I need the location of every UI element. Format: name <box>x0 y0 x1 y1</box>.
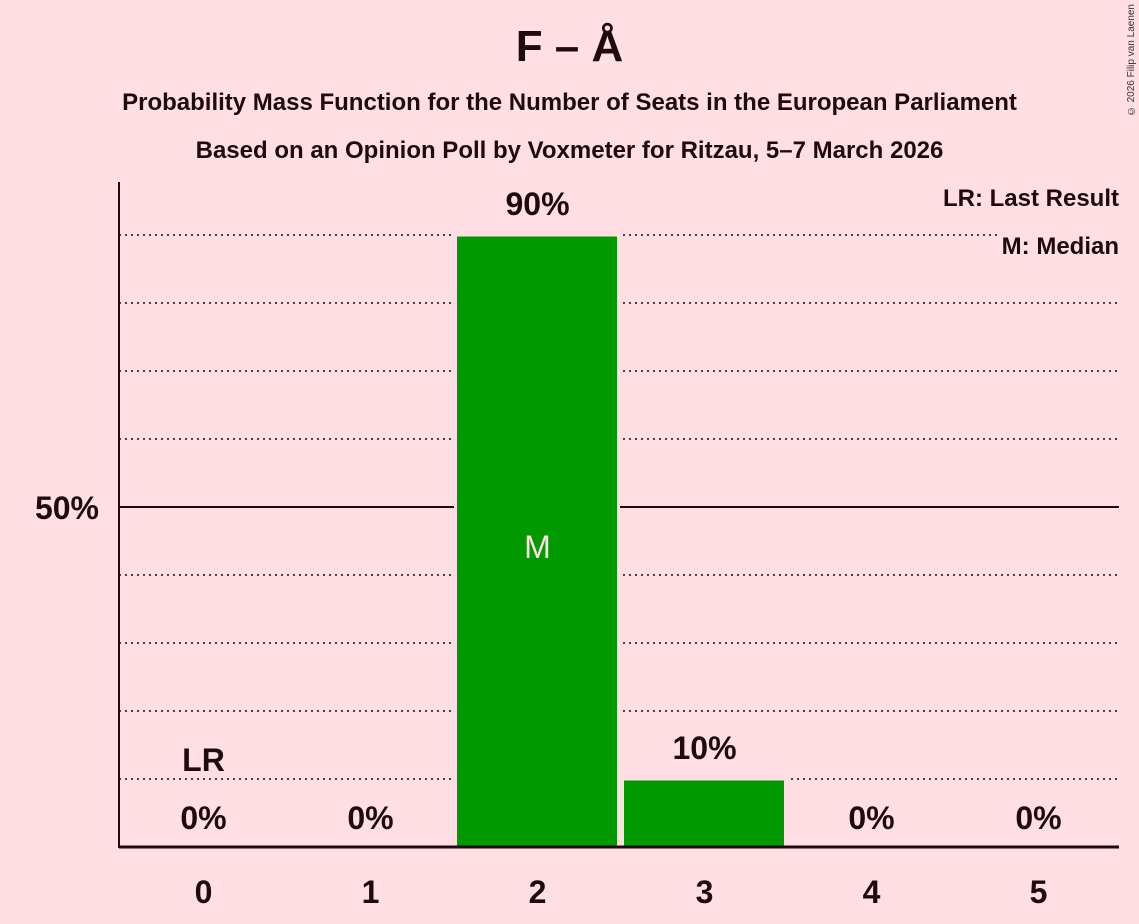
x-tick-label: 3 <box>696 874 714 910</box>
value-label: 0% <box>1015 800 1061 836</box>
bar-seats-3 <box>621 777 787 849</box>
x-tick-label: 2 <box>529 874 547 910</box>
value-label: 90% <box>505 186 569 222</box>
x-tick-label: 0 <box>195 874 213 910</box>
x-tick-label: 5 <box>1030 874 1048 910</box>
last-result-marker: LR <box>182 742 225 778</box>
value-label: 0% <box>848 800 894 836</box>
legend-median: M: Median <box>997 233 1119 261</box>
value-label: 0% <box>180 800 226 836</box>
bars <box>454 233 787 849</box>
y-tick-label: 50% <box>35 490 99 526</box>
chart-title: F – Å <box>515 22 624 71</box>
x-tick-label: 4 <box>863 874 881 910</box>
legend-last-result: LR: Last Result <box>938 185 1119 213</box>
axes: 0 1 2 3 4 5 50% <box>35 182 1119 910</box>
median-marker: M <box>524 529 551 565</box>
bar-seats-2 <box>454 233 620 849</box>
value-label: 10% <box>672 730 736 766</box>
chart-subtitle: Probability Mass Function for the Number… <box>122 89 1017 116</box>
value-label: 0% <box>347 800 393 836</box>
x-tick-label: 1 <box>362 874 380 910</box>
value-labels: 0% 0% 90% 10% 0% 0% LR M <box>180 186 1061 836</box>
chart-source: Based on an Opinion Poll by Voxmeter for… <box>195 137 944 164</box>
